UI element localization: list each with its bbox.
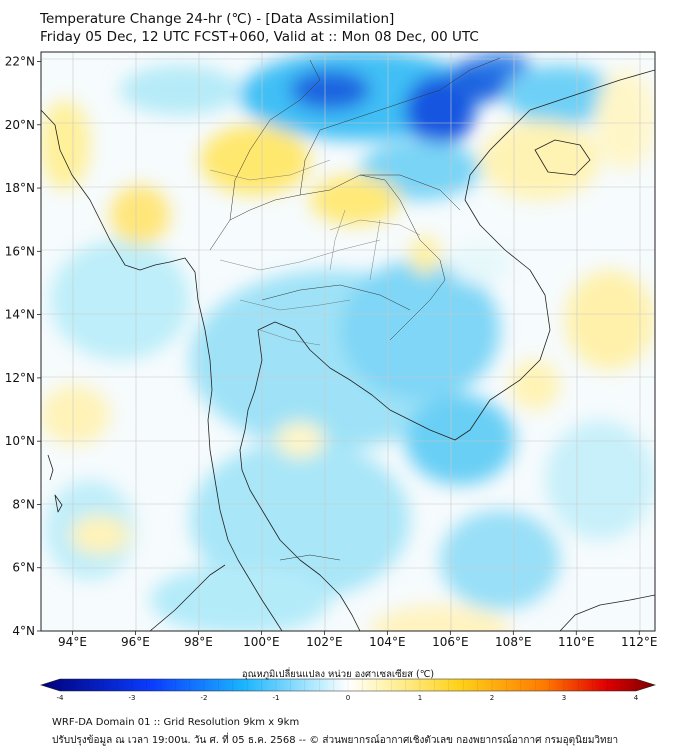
- lat-label: 8°N: [12, 497, 35, 511]
- colorbar-title: อุณหภูมิเปลี่ยนแปลง หน่วย องศาเซลเซียส (…: [241, 669, 435, 680]
- lat-label: 10°N: [5, 434, 35, 448]
- map-gridlines: [41, 52, 655, 631]
- colorbar-tick-label: 3: [562, 694, 566, 702]
- footer-update-info: ปรับปรุงข้อมูล ณ เวลา 19:00น. วัน ศ. ที่…: [52, 735, 619, 746]
- colorbar-tick-label: 4: [634, 694, 639, 702]
- colorbar-bar: [40, 678, 656, 692]
- lon-label: 108°E: [495, 635, 532, 649]
- lat-label: 6°N: [12, 561, 35, 575]
- province-borders: [209, 159, 421, 346]
- map-subtitle: Friday 05 Dec, 12 UTC FCST+060, Valid at…: [40, 29, 479, 45]
- lon-label: 110°E: [558, 635, 595, 649]
- country-borders: [209, 57, 501, 561]
- colorbar-tick-label: -3: [129, 694, 136, 702]
- lon-label: 112°E: [621, 635, 658, 649]
- lat-label: 12°N: [5, 371, 35, 385]
- colorbar-tick-label: -1: [273, 694, 280, 702]
- lat-label: 16°N: [5, 244, 35, 258]
- colorbar-tick-label: 0: [346, 694, 350, 702]
- map-frame: [40, 51, 656, 632]
- colorbar-tick-label: 1: [418, 694, 422, 702]
- lon-label: 102°E: [306, 635, 343, 649]
- lon-label: 96°E: [121, 635, 150, 649]
- coastlines: [41, 69, 655, 631]
- footer-model-info: WRF-DA Domain 01 :: Grid Resolution 9km …: [52, 717, 300, 728]
- colorbar-tick-label: -4: [57, 694, 65, 702]
- lon-label: 106°E: [432, 635, 469, 649]
- lon-label: 94°E: [58, 635, 87, 649]
- map-title: Temperature Change 24-hr (℃) - [Data Ass…: [40, 11, 395, 27]
- lon-label: 104°E: [369, 635, 406, 649]
- lat-label: 4°N: [12, 624, 35, 638]
- lat-label: 22°N: [5, 54, 35, 68]
- colorbar: -4 -3 -2 -1 0 1 2 3 4: [40, 678, 656, 702]
- lat-label: 20°N: [5, 118, 35, 132]
- lon-label: 100°E: [243, 635, 280, 649]
- lat-label: 18°N: [5, 181, 35, 195]
- longitude-labels: 94°E 96°E 98°E 100°E 102°E 104°E 106°E 108°E 110…: [58, 631, 658, 649]
- lat-label: 14°N: [5, 308, 35, 322]
- colorbar-tick-label: 2: [490, 694, 494, 702]
- latitude-labels: 22°N 20°N 18°N 16°N 14°N 12°N 10°N 8°N 6°N 4°N: [5, 54, 41, 638]
- lon-label: 98°E: [184, 635, 213, 649]
- temperature-field: [41, 52, 655, 631]
- colorbar-tick-label: -2: [201, 694, 208, 702]
